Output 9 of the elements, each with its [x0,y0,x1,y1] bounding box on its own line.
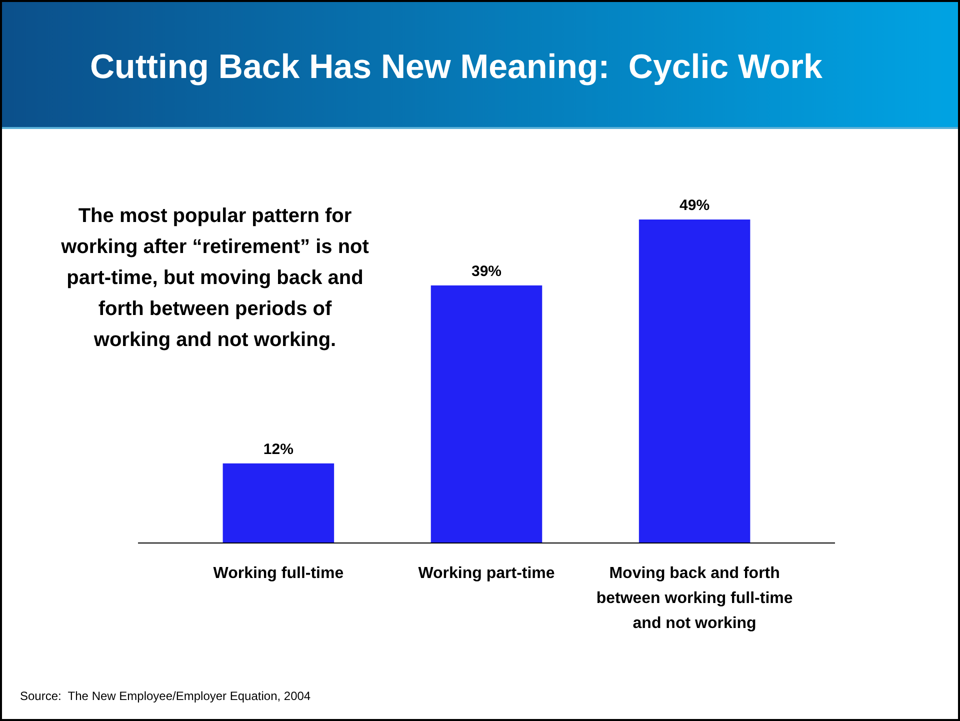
annotation: The most popular pattern for working after “retirement” is not part-time, but moving back and forth between periods of working and not working. [60,205,370,351]
data-label: 12% [263,440,294,458]
data-label: 39% [471,262,502,280]
chart-title: Cutting Back Has New Meaning: Cyclic Work [90,48,822,86]
data-label: 49% [680,197,710,214]
x-tick-label: Working full-time [213,565,344,582]
source-note: Source: The New Employee/Employer Equation, 2004 [20,689,311,703]
x-tick-label: Working part-time [418,565,555,582]
x-tick-label: Moving back and forth between working full-time and not working [596,565,793,632]
